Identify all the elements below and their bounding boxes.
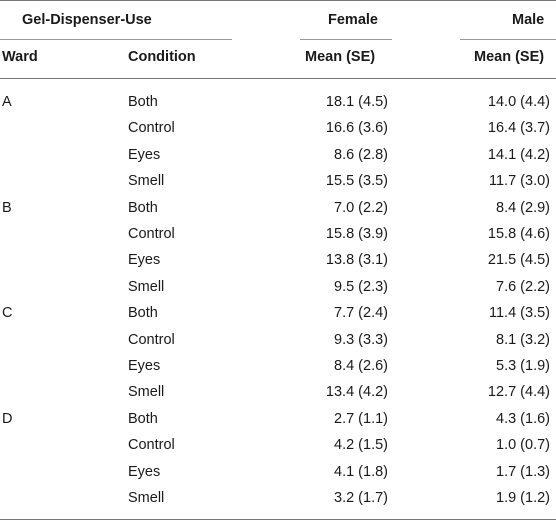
header-male-stat: Mean (SE) [474,49,545,65]
cell-condition: Eyes [128,358,161,374]
cell-condition: Smell [128,279,165,295]
male-underline [460,39,556,40]
cell-male: 4.3 (1.6) [496,411,550,427]
cell-condition: Both [128,200,158,216]
cell-male: 8.4 (2.9) [496,200,550,216]
cell-condition: Both [128,411,158,427]
cell-male: 14.1 (4.2) [487,147,550,163]
cell-condition: Eyes [128,147,161,163]
cell-male: 8.1 (3.2) [496,332,550,348]
cell-condition: Eyes [128,252,161,268]
group-underline [0,39,232,40]
female-underline [300,39,392,40]
header-female: Female [328,12,378,28]
cell-ward: C [2,305,13,321]
cell-condition: Smell [128,173,165,189]
header-ward: Ward [2,49,38,65]
cell-male: 5.3 (1.9) [496,358,550,374]
header-male: Male [512,12,545,28]
cell-male: 14.0 (4.4) [487,94,550,110]
cell-female: 4.2 (1.5) [334,437,388,453]
cell-female: 15.5 (3.5) [325,173,388,189]
cell-female: 3.2 (1.7) [334,490,388,506]
cell-condition: Control [128,226,175,242]
cell-female: 15.8 (3.9) [325,226,388,242]
cell-condition: Control [128,120,175,136]
cell-female: 9.3 (3.3) [334,332,388,348]
cell-male: 11.7 (3.0) [489,173,550,189]
cell-condition: Control [128,437,175,453]
cell-male: 1.0 (0.7) [496,437,550,453]
cell-male: 15.8 (4.6) [487,226,550,242]
top-rule [0,0,556,1]
cell-female: 4.1 (1.8) [334,464,388,480]
header-group-label: Gel-Dispenser-Use [22,12,152,28]
cell-female: 16.6 (3.6) [325,120,388,136]
cell-condition: Both [128,305,158,321]
cell-female: 9.5 (2.3) [334,279,388,295]
header-condition: Condition [128,49,196,65]
cell-condition: Eyes [128,464,161,480]
cell-female: 7.7 (2.4) [334,305,388,321]
cell-ward: B [2,200,12,216]
cell-female: 18.1 (4.5) [325,94,388,110]
cell-condition: Both [128,94,158,110]
cell-male: 11.4 (3.5) [489,305,550,321]
cell-female: 8.6 (2.8) [334,147,388,163]
cell-condition: Smell [128,384,165,400]
cell-ward: A [2,94,12,110]
header-female-stat: Mean (SE) [305,49,376,65]
header-bottom-rule [0,78,556,79]
cell-male: 1.9 (1.2) [496,490,550,506]
cell-female: 13.4 (4.2) [325,384,388,400]
cell-male: 1.7 (1.3) [496,464,550,480]
cell-male: 12.7 (4.4) [487,384,550,400]
cell-female: 7.0 (2.2) [334,200,388,216]
cell-condition: Smell [128,490,165,506]
cell-male: 16.4 (3.7) [487,120,550,136]
bottom-rule [0,519,556,520]
cell-female: 13.8 (3.1) [325,252,388,268]
cell-male: 7.6 (2.2) [496,279,550,295]
cell-condition: Control [128,332,175,348]
cell-ward: D [2,411,13,427]
cell-female: 2.7 (1.1) [334,411,388,427]
cell-female: 8.4 (2.6) [334,358,388,374]
cell-male: 21.5 (4.5) [487,252,550,268]
